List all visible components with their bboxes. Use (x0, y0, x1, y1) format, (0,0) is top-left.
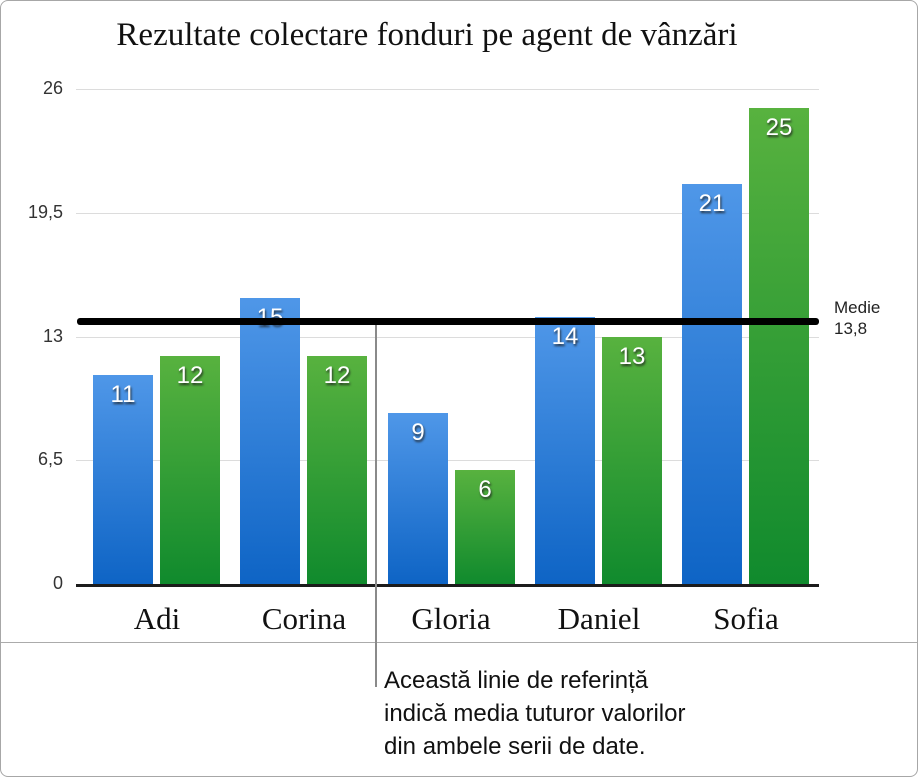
reference-line (77, 318, 819, 325)
y-axis-tick-label: 26 (42, 78, 63, 98)
bar-series2-adi (160, 356, 220, 584)
gridline-13 (76, 337, 819, 338)
category-label-daniel: Daniel (557, 601, 641, 636)
y-axis-tick-label: 19,5 (27, 202, 63, 222)
bar-value-label: 12 (176, 362, 204, 389)
bar-series2-corina (307, 356, 367, 584)
bar-value-label: 13 (618, 343, 646, 370)
caption-separator-line (1, 642, 917, 643)
callout-caption-line2: indică media tuturor valorilor (384, 700, 686, 727)
category-label-adi: Adi (133, 601, 181, 636)
bar-series1-sofia (682, 184, 742, 584)
bar-series1-gloria (388, 413, 448, 584)
y-axis-tick-label: 13 (42, 326, 63, 346)
bar-series2-sofia (749, 108, 809, 584)
bar-value-label: 21 (698, 190, 726, 217)
bar-series1-daniel (535, 317, 595, 584)
callout-caption-line1: Această linie de referință (384, 667, 649, 694)
callout-connector-line (375, 325, 377, 687)
category-label-corina: Corina (261, 601, 347, 636)
callout-caption: Această linie de referință indică media … (384, 664, 685, 763)
category-label-gloria: Gloria (411, 601, 491, 636)
x-axis-line (76, 584, 819, 587)
y-axis-tick-label: 0 (52, 573, 63, 593)
bar-value-label: 15 (240, 304, 300, 332)
bar-value-label: 9 (411, 419, 425, 446)
reference-line-label: Medie 13,8 (834, 297, 880, 339)
bar-value-label: 11 (110, 381, 136, 408)
chart-title: Rezultate colectare fonduri pe agent de … (116, 17, 738, 53)
bar-series1-adi (93, 375, 153, 584)
reference-line-label-value: 13,8 (834, 319, 868, 338)
category-label-sofia: Sofia (713, 601, 779, 636)
y-axis-tick-label: 6,5 (37, 449, 63, 469)
bar-value-label: 6 (478, 476, 492, 503)
bar-value-label: 14 (551, 323, 579, 350)
gridline-19,5 (76, 213, 819, 214)
bar-series1-corina (240, 298, 300, 584)
callout-caption-line3: din ambele serii de date. (384, 733, 646, 760)
bar-series2-daniel (602, 337, 662, 585)
bar-series2-gloria (455, 470, 515, 584)
bar-value-label: 12 (323, 362, 351, 389)
reference-line-label-title: Medie (834, 298, 881, 317)
bar-value-label: 25 (765, 114, 793, 141)
gridline-26 (76, 89, 819, 90)
